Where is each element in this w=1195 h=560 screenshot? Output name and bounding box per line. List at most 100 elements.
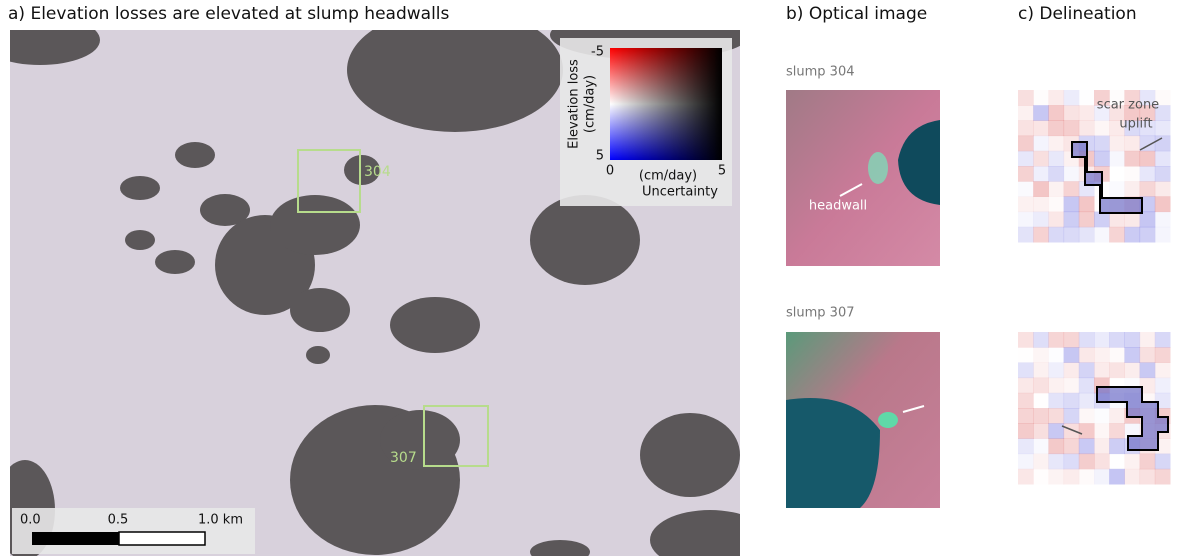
pixel	[1109, 227, 1125, 243]
panel-title: b) Optical image	[786, 4, 927, 24]
pixel	[1079, 362, 1095, 378]
pixel	[1155, 454, 1171, 470]
pixel	[1033, 423, 1049, 439]
pixel-grid	[1018, 90, 1171, 243]
pixel	[1048, 151, 1064, 167]
pixel	[1064, 120, 1080, 136]
pixel	[1064, 196, 1080, 212]
pixel	[1079, 90, 1095, 106]
pixel	[1124, 136, 1140, 152]
pixel	[1124, 454, 1140, 470]
annotation: uplift	[1119, 117, 1152, 132]
pixel	[1094, 423, 1110, 439]
pixel	[1140, 347, 1156, 363]
scale-label: 0.5	[108, 513, 129, 528]
pixel	[1079, 378, 1095, 394]
pixel	[1048, 332, 1064, 348]
pixel	[1018, 120, 1034, 136]
pixel	[1109, 408, 1125, 424]
pixel	[1033, 196, 1049, 212]
pixel	[1124, 347, 1140, 363]
pixel	[1140, 332, 1156, 348]
pixel	[1033, 408, 1049, 424]
pixel	[1140, 454, 1156, 470]
pixel	[1033, 454, 1049, 470]
pixel	[1018, 227, 1034, 243]
pixel	[1048, 393, 1064, 409]
pixel	[1124, 166, 1140, 182]
pixel	[1048, 362, 1064, 378]
legend-tick: 5	[718, 164, 726, 179]
pixel	[1033, 332, 1049, 348]
pixel	[1155, 227, 1171, 243]
pixel	[1048, 136, 1064, 152]
pixel	[1064, 227, 1080, 243]
panel-title: a) Elevation losses are elevated at slum…	[8, 4, 450, 24]
legend-x-title: Uncertainty	[642, 185, 718, 200]
pixel	[1064, 454, 1080, 470]
pixel	[1064, 212, 1080, 228]
pixel	[1033, 90, 1049, 106]
pixel	[1094, 332, 1110, 348]
pixel	[1048, 166, 1064, 182]
pixel	[1155, 469, 1171, 485]
pixel	[1094, 408, 1110, 424]
pixel	[1064, 347, 1080, 363]
pixel	[1048, 90, 1064, 106]
pixel	[1109, 347, 1125, 363]
pixel	[1018, 136, 1034, 152]
pixel	[1109, 136, 1125, 152]
pixel	[1048, 227, 1064, 243]
pixel	[1155, 212, 1171, 228]
pixel	[1079, 196, 1095, 212]
pixel	[1018, 181, 1034, 197]
pixel	[1109, 454, 1125, 470]
legend-x-unit: (cm/day)	[639, 169, 697, 184]
pixel	[1048, 196, 1064, 212]
pixel	[1033, 362, 1049, 378]
pixel	[1033, 105, 1049, 121]
legend-tick: -5	[591, 45, 604, 60]
site-label: 304	[364, 164, 391, 180]
pixel	[1018, 393, 1034, 409]
pixel	[1064, 166, 1080, 182]
legend-y-title: Elevation loss	[567, 59, 582, 149]
pixel	[1064, 362, 1080, 378]
scale-bar	[119, 532, 205, 545]
pixel	[1109, 332, 1125, 348]
site-label: 307	[390, 450, 417, 466]
pixel	[1048, 423, 1064, 439]
pixel	[1094, 151, 1110, 167]
pixel	[1155, 136, 1171, 152]
pixel	[1048, 120, 1064, 136]
pixel	[1155, 347, 1171, 363]
pixel	[1155, 181, 1171, 197]
pixel	[1109, 423, 1125, 439]
pixel	[1064, 438, 1080, 454]
pixel	[1033, 151, 1049, 167]
pixel	[1018, 438, 1034, 454]
pixel	[1033, 166, 1049, 182]
pixel	[1048, 438, 1064, 454]
pixel	[1094, 454, 1110, 470]
pixel	[1094, 227, 1110, 243]
pixel	[1079, 212, 1095, 228]
annotation: headwall	[809, 199, 867, 214]
pixel	[1155, 196, 1171, 212]
pixel	[1094, 362, 1110, 378]
pixel	[1079, 469, 1095, 485]
legend-colormap	[610, 48, 722, 160]
pixel	[1079, 347, 1095, 363]
panel-title: c) Delineation	[1018, 4, 1137, 24]
pixel	[1018, 408, 1034, 424]
pixel	[1155, 151, 1171, 167]
pixel	[1079, 120, 1095, 136]
figure: a) Elevation losses are elevated at slum…	[0, 0, 1195, 556]
pixel	[1048, 408, 1064, 424]
pixel	[1033, 120, 1049, 136]
pixel	[1033, 227, 1049, 243]
pixel	[1018, 423, 1034, 439]
pixel	[1064, 469, 1080, 485]
pixel	[1018, 151, 1034, 167]
pixel	[1079, 227, 1095, 243]
